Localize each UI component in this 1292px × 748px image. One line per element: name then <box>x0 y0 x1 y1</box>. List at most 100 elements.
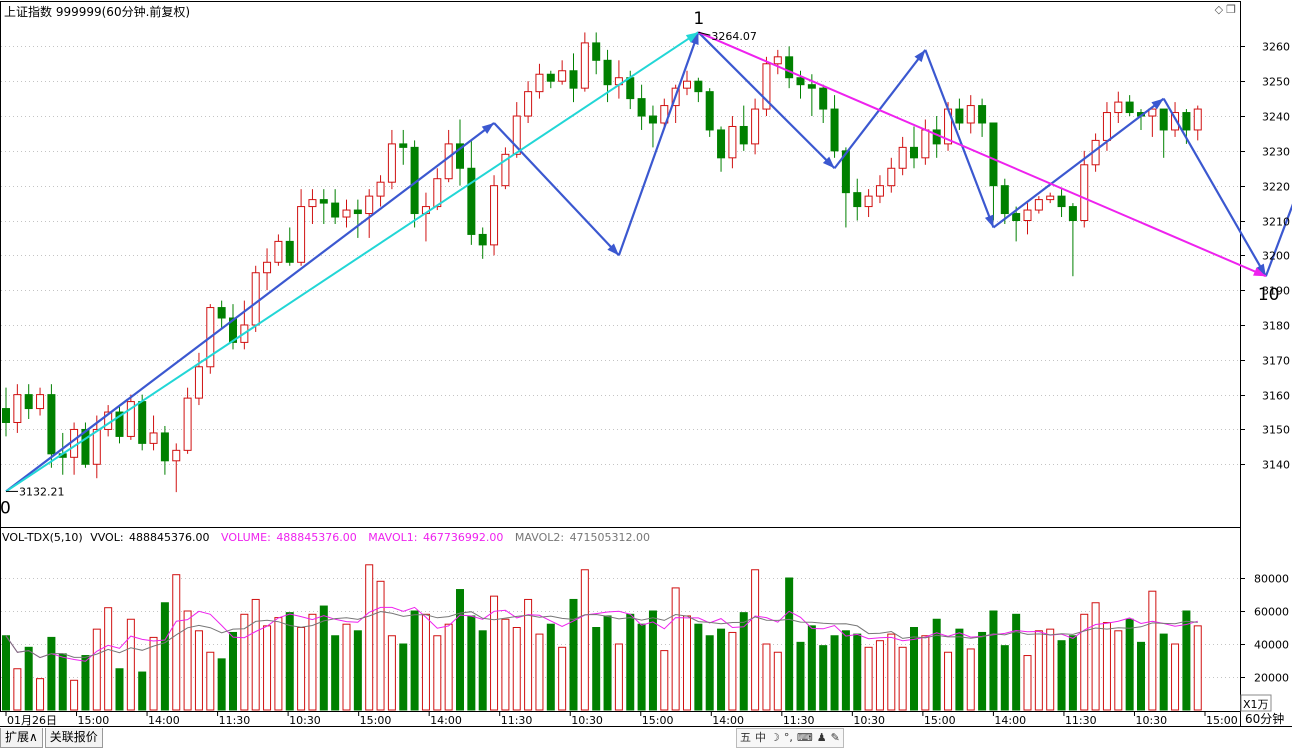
keyboard-icon[interactable]: ⌨ <box>796 731 813 744</box>
volume-bar <box>2 635 10 711</box>
diamond-icon[interactable]: ◇ <box>1214 3 1224 16</box>
candle-body <box>819 87 828 110</box>
volume-bar <box>1023 655 1032 711</box>
indicator-legend: VOL-TDX(5,10) VVOL: 488845376.00 VOLUME:… <box>2 531 650 544</box>
moon-icon[interactable]: ☽ <box>770 731 780 744</box>
candle-body <box>24 394 33 410</box>
candle-body <box>285 240 294 263</box>
volume-bar <box>1159 633 1168 711</box>
candle-body <box>1102 112 1111 141</box>
volume-bar <box>807 625 816 711</box>
volume-bar <box>1080 613 1089 711</box>
user-icon[interactable]: ♟ <box>816 731 827 744</box>
price-tick-label: 3230 <box>1262 146 1290 159</box>
volume-bar <box>1000 645 1009 711</box>
candle-body <box>1057 195 1066 208</box>
candle-body <box>796 77 805 86</box>
candle-body <box>399 143 408 148</box>
candle <box>1193 105 1202 141</box>
wubi-icon[interactable]: 五 <box>740 731 751 744</box>
candle <box>898 136 907 176</box>
candle-body <box>70 428 79 458</box>
volume-bar <box>115 668 124 711</box>
wave-segment-arrowhead <box>1151 98 1164 110</box>
mavol2-label: MAVOL2: <box>515 531 564 544</box>
tab-related-quotes[interactable]: 关联报价 <box>44 727 103 748</box>
volume-bar <box>603 615 612 711</box>
volume-bar <box>104 607 113 711</box>
magenta-wave-line <box>697 31 1267 278</box>
wave-lines <box>5 31 1292 493</box>
volume-bar <box>478 630 487 711</box>
candle-body <box>297 206 306 263</box>
volume-bar <box>887 633 896 711</box>
volume-bar <box>444 623 453 711</box>
candle <box>1159 108 1168 158</box>
wave-segment-arrowhead <box>690 32 699 46</box>
candle-body <box>1068 206 1077 222</box>
chinese-mode-icon[interactable]: 中 <box>755 731 766 744</box>
candle-body <box>365 195 374 215</box>
candle <box>614 60 623 99</box>
candle-body <box>762 63 771 110</box>
volume-bar <box>217 658 226 711</box>
time-tick-label: 01月26日 <box>7 714 57 727</box>
candle <box>376 175 385 207</box>
time-tick-label: 10:30 <box>289 714 321 727</box>
candle-body <box>875 185 884 197</box>
candle-body <box>546 73 555 82</box>
candle <box>864 189 873 218</box>
volume-bar <box>490 595 499 711</box>
volume-bar <box>13 668 22 711</box>
candle <box>36 387 45 416</box>
volume-bar <box>683 615 691 711</box>
volume-bar <box>524 598 533 711</box>
candle <box>535 63 544 99</box>
vvol-value: 488845376.00 <box>129 531 209 544</box>
candle <box>183 387 192 454</box>
candle <box>490 175 499 256</box>
period-label[interactable]: 60分钟 <box>1245 711 1284 726</box>
candle <box>717 126 726 172</box>
candle-body <box>81 428 90 465</box>
candle <box>512 102 521 158</box>
volume-bar <box>910 627 918 711</box>
tool-icon[interactable]: ✎ <box>830 731 840 744</box>
candle <box>1068 203 1077 277</box>
time-tick-label: 15:00 <box>78 714 110 727</box>
candle <box>1125 95 1134 117</box>
volume-bar <box>1137 641 1145 711</box>
volume-bar <box>796 641 805 711</box>
tab-expand[interactable]: 扩展∧ <box>0 727 43 748</box>
candle <box>331 189 340 224</box>
wave-label: 0 <box>0 498 11 518</box>
candle <box>955 98 964 130</box>
price-tick-label: 3220 <box>1262 181 1290 194</box>
bottom-tabs: 扩展∧ 关联报价 <box>0 727 105 748</box>
candle-body <box>36 394 45 410</box>
volume-bar <box>717 628 726 711</box>
candle-body <box>932 129 941 145</box>
volume-bar <box>319 605 328 711</box>
wave-label: 1 <box>693 9 704 29</box>
candle <box>524 81 533 123</box>
candle-body <box>1171 112 1180 131</box>
volume-bar <box>966 648 975 711</box>
candle <box>683 70 691 96</box>
volume-bar <box>376 580 385 711</box>
mavol1-label: MAVOL1: <box>368 531 417 544</box>
mavol1-value: 467736992.00 <box>423 531 503 544</box>
volume-label: VOLUME: <box>221 531 271 544</box>
restore-icon[interactable]: ❐ <box>1226 3 1236 16</box>
mavol2-line <box>5 610 1198 659</box>
time-tick-label: 15:00 <box>360 714 392 727</box>
candle <box>217 300 226 329</box>
candle <box>467 140 476 245</box>
volume-bar <box>1102 622 1111 711</box>
candle <box>251 265 260 332</box>
volume-bar <box>569 598 578 711</box>
punctuation-icon[interactable]: °, <box>783 731 793 744</box>
volume-bar <box>183 610 192 711</box>
candle-body <box>444 143 453 180</box>
